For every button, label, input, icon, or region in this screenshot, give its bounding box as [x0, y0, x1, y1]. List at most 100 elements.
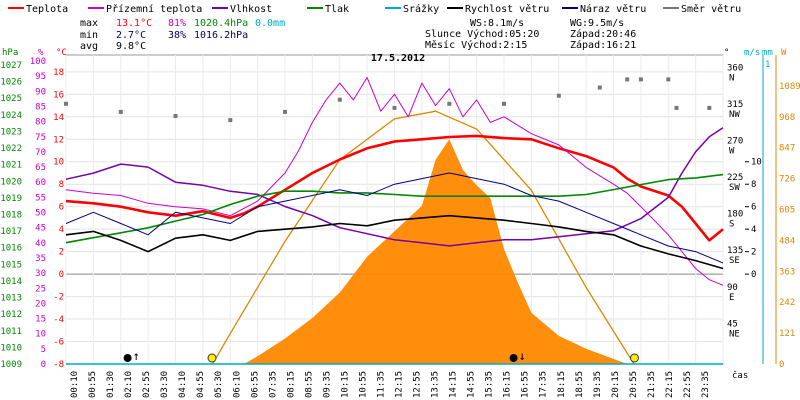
tick-label-time: 04:55 — [196, 371, 206, 398]
tick-label-pct: 35 — [35, 254, 46, 264]
stat-value: min — [80, 30, 98, 41]
tick-label-direction: 180 — [727, 210, 743, 220]
tick-label-time: 17:35 — [539, 371, 549, 398]
tick-label-time: 16:15 — [503, 371, 513, 398]
moonset-arrow: ↓ — [519, 349, 526, 363]
tick-label-time: 08:55 — [304, 371, 314, 398]
tick-label-direction-name: NW — [729, 110, 740, 120]
tick-label-direction-name: N — [729, 73, 734, 83]
tick-label-celsius: 14 — [53, 113, 64, 123]
axis-unit-right: ° — [724, 48, 729, 58]
wind-direction-point — [228, 118, 233, 123]
wind-gust-stat: WG:9.5m/s — [570, 18, 624, 29]
astro-markers: ↑ ↓ — [123, 349, 639, 363]
tick-label-pct: 15 — [35, 315, 46, 325]
tick-label-w: 605 — [779, 206, 795, 216]
tick-label-time: 04:10 — [178, 371, 188, 398]
tick-label-hpa: 1019 — [0, 194, 22, 204]
solar-radiation-layer — [211, 110, 635, 365]
tick-label-time: 22:15 — [665, 371, 675, 398]
legend-label: Přízemní teplota — [106, 3, 202, 15]
wind-direction-point — [638, 77, 643, 82]
tick-label-celsius: 4 — [59, 225, 64, 235]
tick-label-time: 18:55 — [575, 371, 585, 398]
tick-label-celsius: 0 — [59, 270, 64, 280]
tick-label-celsius: -2 — [53, 293, 64, 303]
tick-label-w: 847 — [779, 144, 795, 154]
wind-direction-point — [666, 77, 671, 82]
tick-label-hpa: 1012 — [0, 310, 22, 320]
sun-label: Slunce Východ:05:20 — [425, 28, 539, 40]
tick-label-direction-name: S — [729, 220, 734, 230]
stat-value: 2.7°C — [116, 30, 146, 41]
wind-direction-point — [447, 101, 452, 106]
tick-label-time: 19:35 — [593, 371, 603, 398]
tick-label-time: 20:15 — [611, 371, 621, 398]
tick-label-pct: 50 — [35, 209, 46, 219]
tick-label-pct: 95 — [35, 72, 46, 82]
moonrise-arrow: ↑ — [133, 349, 140, 363]
series-line-Rychlost větru — [65, 214, 724, 270]
tick-label-pct: 45 — [35, 224, 46, 234]
legend-label: Vlhkost — [230, 4, 272, 15]
stat-value: max — [80, 18, 98, 29]
tick-label-hpa: 1023 — [0, 127, 22, 137]
tick-label-direction: 315 — [727, 100, 743, 110]
wind-direction-point — [173, 114, 178, 118]
legend-label: Teplota — [26, 4, 68, 15]
tick-label-time: 12:15 — [395, 371, 405, 398]
tick-label-direction-name: NE — [729, 329, 740, 339]
tick-label-celsius: 10 — [53, 158, 64, 168]
tick-label-pct: 90 — [35, 87, 46, 97]
sunset-marker — [629, 353, 639, 363]
tick-label-ms: 0 — [751, 270, 756, 280]
tick-label-time: 06:10 — [232, 371, 242, 398]
tick-label-direction: 45 — [727, 319, 738, 329]
moonset-marker — [509, 354, 518, 362]
tick-label-time: 12:55 — [413, 371, 423, 398]
tick-label-pct: 55 — [35, 193, 46, 203]
wind-direction-point — [337, 97, 342, 102]
tick-label-ms: 2 — [751, 248, 756, 258]
tick-label-celsius: -6 — [53, 338, 64, 348]
tick-label-celsius: 8 — [59, 180, 64, 190]
tick-label-hpa: 1009 — [0, 360, 22, 370]
stat-value: 9.8°C — [116, 41, 146, 52]
tick-label-ms: 4 — [751, 225, 756, 235]
tick-label-time: 02:55 — [142, 371, 152, 398]
axis-unit-right: mm — [762, 48, 773, 58]
tick-label-mm: 1 — [765, 60, 770, 70]
tick-label-hpa: 1014 — [0, 277, 22, 287]
legend-label: Směr větru — [681, 3, 741, 15]
wind-speed-stat: WS:8.1m/s — [470, 18, 524, 29]
tick-label-time: 01:30 — [106, 371, 116, 398]
tick-label-pct: 65 — [35, 163, 46, 173]
tick-label-hpa: 1018 — [0, 210, 22, 220]
tick-label-pct: 75 — [35, 133, 46, 143]
tick-label-w: 968 — [779, 113, 795, 123]
tick-label-time: 02:10 — [124, 371, 134, 398]
tick-label-hpa: 1016 — [0, 244, 22, 254]
wind-direction-point — [597, 85, 602, 90]
tick-label-celsius: -8 — [53, 360, 64, 370]
tick-label-ms: 6 — [751, 203, 756, 213]
tick-label-direction: 135 — [727, 246, 743, 256]
tick-label-celsius: 2 — [59, 248, 64, 258]
tick-label-pct: 60 — [35, 178, 46, 188]
tick-label-pct: 20 — [35, 299, 46, 309]
wind-direction-point — [556, 93, 561, 98]
tick-label-hpa: 1027 — [0, 61, 22, 71]
tick-label-direction-name: E — [729, 293, 734, 303]
legend-label: Náraz větru — [580, 3, 646, 15]
stat-value: 81% — [168, 18, 186, 29]
sun-set: Západ:20:46 — [570, 28, 636, 40]
axis-unit-left: °C — [56, 48, 67, 58]
legend-label: Tlak — [325, 4, 349, 15]
axis-unit-right: m/s — [744, 48, 760, 58]
tick-label-time: 13:35 — [431, 371, 441, 398]
tick-label-time: 05:30 — [214, 371, 224, 398]
tick-label-time: 23:35 — [701, 371, 711, 398]
tick-label-hpa: 1022 — [0, 144, 22, 154]
series-line-Vlhkost — [65, 127, 724, 247]
